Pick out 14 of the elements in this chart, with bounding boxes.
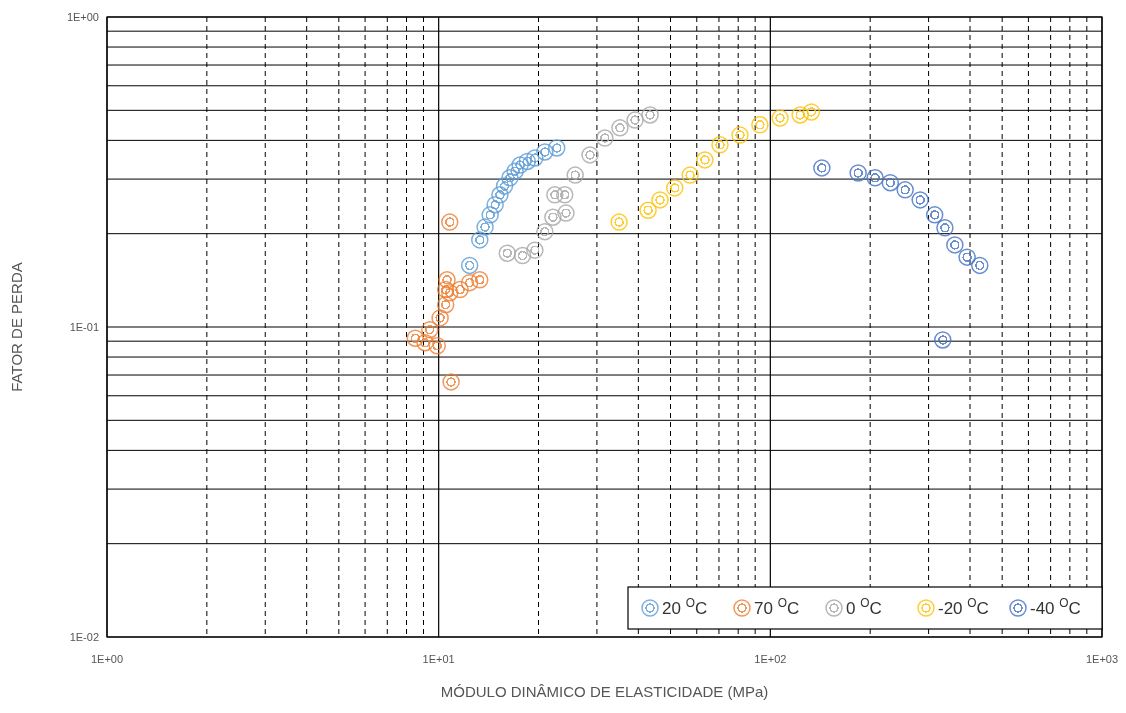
legend-label: -40 $^{O}$C: [1030, 596, 1081, 618]
legend-label: 20 $^{O}$C: [662, 596, 708, 618]
x-tick-label: 1E+01: [422, 653, 455, 665]
x-tick-label: 1E+02: [754, 653, 787, 665]
y-tick-label: 1E-01: [69, 321, 99, 333]
y-axis-title: FATOR DE PERDA: [8, 262, 25, 392]
legend-label: 70 $^{O}$C: [754, 596, 800, 618]
legend-label: -20 $^{O}$C: [938, 596, 989, 618]
x-axis-title: MÓDULO DINÂMICO DE ELASTICIDADE (MPa): [440, 683, 769, 700]
x-tick-label: 1E+00: [90, 653, 124, 665]
y-tick-label: 1E+00: [66, 11, 99, 23]
x-tick-label: 1E+03: [1085, 653, 1119, 665]
y-tick-label: 1E-02: [69, 631, 99, 643]
legend-label: 0 $^{O}$C: [846, 596, 882, 618]
